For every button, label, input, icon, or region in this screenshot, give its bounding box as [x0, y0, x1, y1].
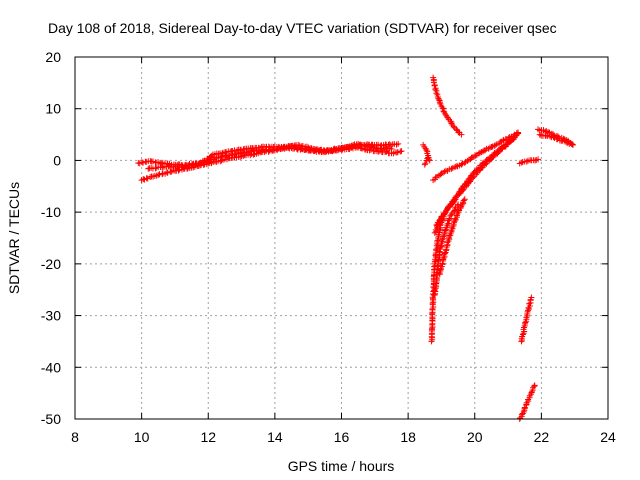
- y-tick-label: -20: [41, 256, 61, 272]
- x-tick-label: 18: [400, 429, 416, 445]
- y-tick-label: -30: [41, 308, 61, 324]
- chart-title: Day 108 of 2018, Sidereal Day-to-day VTE…: [48, 20, 557, 36]
- x-tick-label: 12: [200, 429, 216, 445]
- x-tick-label: 24: [600, 429, 616, 445]
- y-tick-label: 20: [45, 49, 61, 65]
- y-tick-label: 10: [45, 101, 61, 117]
- x-tick-label: 20: [467, 429, 483, 445]
- x-tick-label: 22: [534, 429, 550, 445]
- y-axis-label: SDTVAR / TECUs: [6, 182, 22, 294]
- x-tick-label: 16: [334, 429, 350, 445]
- y-tick-label: -50: [41, 411, 61, 427]
- x-axis-label: GPS time / hours: [288, 458, 395, 474]
- y-tick-label: 0: [53, 152, 61, 168]
- x-tick-label: 10: [134, 429, 150, 445]
- x-tick-label: 8: [71, 429, 79, 445]
- y-tick-label: -40: [41, 359, 61, 375]
- y-tick-label: -10: [41, 204, 61, 220]
- x-tick-label: 14: [267, 429, 283, 445]
